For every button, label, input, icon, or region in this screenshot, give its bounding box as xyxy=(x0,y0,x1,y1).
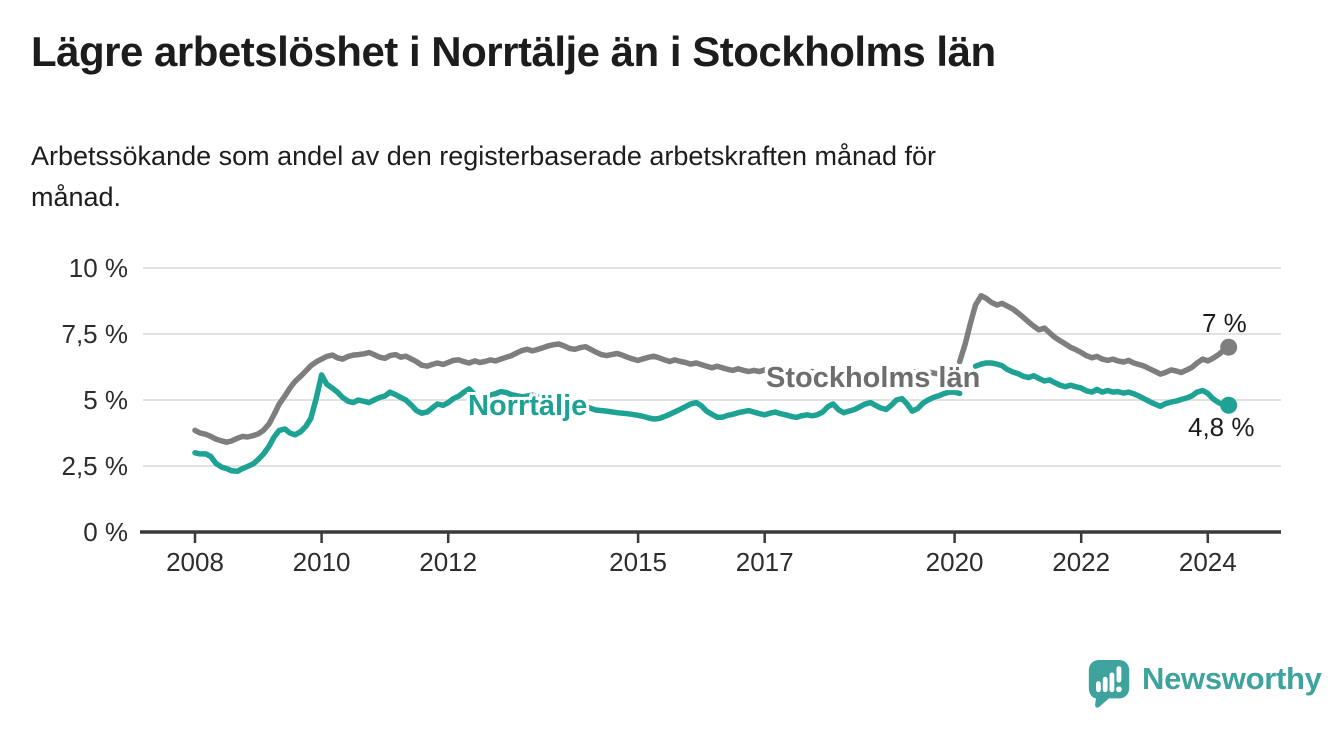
series-label-stockholms-lan: Stockholms län xyxy=(766,362,981,394)
x-tick-label: 2012 xyxy=(419,547,477,577)
norrt-lje-line xyxy=(192,360,1232,475)
logo-bar-chart-glyph xyxy=(1096,666,1122,693)
x-tick-label: 2024 xyxy=(1179,547,1237,577)
x-tick-label: 2022 xyxy=(1052,547,1110,577)
stockholms-l-n-line xyxy=(192,292,1232,445)
page-title: Lägre arbetslöshet i Norrtälje än i Stoc… xyxy=(31,28,996,75)
y-tick-label: 0 % xyxy=(83,517,128,547)
series-label-norrtalje: Norrtälje xyxy=(468,390,588,422)
y-tick-label: 7,5 % xyxy=(62,319,129,349)
norrt-lje-end-dot xyxy=(1220,396,1238,414)
subtitle-line-1: Arbetssökande som andel av den registerb… xyxy=(31,141,937,171)
y-tick-label: 5 % xyxy=(83,385,128,415)
y-tick-label: 2,5 % xyxy=(62,451,129,481)
x-tick-label: 2015 xyxy=(609,547,667,577)
x-tick-label: 2008 xyxy=(166,547,224,577)
x-tick-label: 2010 xyxy=(293,547,351,577)
logo-exclamation-dot xyxy=(1116,686,1122,693)
end-value-label-norrtalje: 4,8 % xyxy=(1188,412,1255,442)
y-tick-label: 10 % xyxy=(69,253,128,283)
x-tick-label: 2017 xyxy=(736,547,794,577)
end-value-label-stockholms-lan: 7 % xyxy=(1202,308,1247,338)
chart-subtitle: Arbetssökande som andel av den registerb… xyxy=(31,136,936,218)
logo-exclamation-bar xyxy=(1116,666,1122,683)
newsworthy-logo-text: Newsworthy xyxy=(1142,661,1322,696)
x-tick-label: 2020 xyxy=(926,547,984,577)
newsworthy-logo[interactable]: Newsworthy xyxy=(1087,659,1322,709)
subtitle-line-2: månad. xyxy=(31,182,122,212)
stockholms-l-n-end-dot xyxy=(1220,338,1238,356)
newsworthy-logo-icon xyxy=(1088,659,1130,708)
